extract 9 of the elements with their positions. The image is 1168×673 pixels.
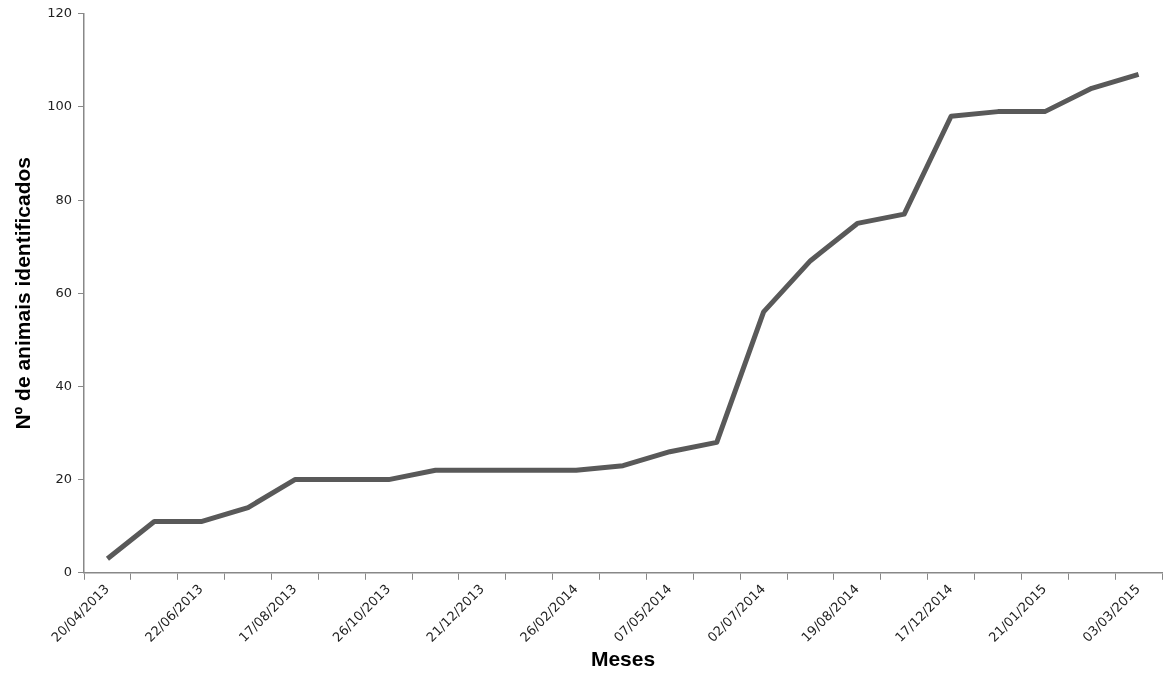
y-tick-label: 20 [55, 471, 73, 486]
y-tick-label: 40 [55, 377, 73, 393]
y-tick-label: 100 [47, 98, 73, 114]
y-tick-label: 60 [55, 284, 73, 300]
y-tick-label: 80 [55, 191, 73, 207]
y-axis-title: Nº de animais identificados [11, 157, 35, 430]
y-tick-label: 0 [63, 564, 73, 580]
y-tick-label: 120 [47, 5, 73, 21]
x-axis-title: Meses [590, 647, 656, 671]
